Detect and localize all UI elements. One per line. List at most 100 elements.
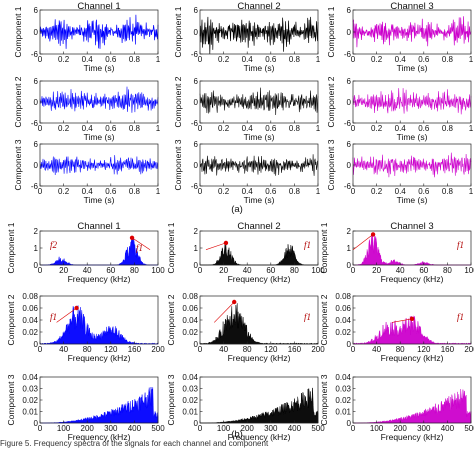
spectrum-ch2-comp2-xtick-label: 120 [264,345,278,354]
time-plot-ch3-comp2-signal [352,88,472,115]
time-plot-ch1-comp2-signal [39,86,159,113]
time-plot-ch2-comp3-ytick-label: -6 [191,182,199,191]
time-plot-ch3-comp2-xlabel: Time (s) [397,132,428,142]
time-plot-ch1-comp2-xtick-label: 0.8 [129,124,141,133]
time-plot-ch3-comp3-ytick-label: -6 [344,182,352,191]
time-plot-ch1-comp1-xtick-label: 0.2 [58,55,70,64]
time-plot-ch2-comp1-xtick-label: 0.6 [265,55,277,64]
spectrum-ch3-comp2-xtick-label: 200 [464,345,474,354]
time-plot-ch3-comp3-signal [352,152,472,178]
spectrum-ch2-comp2-ytick-label: 0 [194,340,199,349]
spectrum-ch3-comp1-xtick-label: 80 [443,266,452,275]
spectrum-ch3-comp3-ytick-label: 0.04 [335,373,351,382]
spectrum-ch3-comp1-xtick-label: 100 [464,266,474,275]
spectrum-ch2-comp3-xtick-label: 300 [264,424,278,433]
time-plot-ch3-comp1-xtick-label: 0.2 [371,55,383,64]
time-plot-ch2-comp3-ytick-label: 6 [194,140,199,149]
spectrum-ch1-comp3-ytick-label: 0 [34,419,39,428]
time-plot-ch1-comp3-xtick-label: 0.8 [129,187,141,196]
time-plot-ch3-comp1-xtick-label: 0.8 [442,55,454,64]
spectrum-ch2-comp2-xtick-label: 80 [243,345,252,354]
time-plot-ch1-comp1-xtick-label: 0.4 [82,55,94,64]
time-plot-ch3-comp1-xtick-label: 1 [469,55,474,64]
panel-b-label: (b) [231,429,243,440]
time-plot-ch1-comp2-xtick-label: 0.4 [82,124,94,133]
time-plot-ch2-comp2-xtick-label: 0.6 [265,124,277,133]
spectrum-ch2-comp2-ytick-label: 0.02 [182,328,198,337]
spectrum-ch1-comp3-xtick-label: 500 [151,424,165,433]
time-plot-ch3-comp2-ytick-label: -6 [344,119,352,128]
time-plot-ch3-comp2-xtick-label: 0.4 [395,124,407,133]
spectrum-ch3-comp2-ylabel: Component 2 [319,294,329,345]
spectrum-ch3-comp2-spectrum [352,315,472,345]
spectrum-ch1-comp1-ytick-label: 2 [34,227,39,236]
spectrum-ch2-comp3-xtick-label: 400 [288,424,302,433]
spectrum-ch3-comp2-xtick-label: 40 [372,345,381,354]
time-plot-ch2-comp2-xtick-label: 0 [198,124,203,133]
spectrum-ch2-comp3-xtick-label: 0 [198,424,203,433]
time-plot-ch3-comp1-ylabel: Component 1 [326,6,336,57]
time-plot-ch3-comp3-xtick-label: 0.2 [371,187,383,196]
spectrum-ch3-comp3-xtick-label: 0 [351,424,356,433]
spectrum-ch2-comp2-ytick-label: 0.04 [182,316,198,325]
spectrum-ch2-comp3-ytick-label: 0.03 [182,384,198,393]
time-plot-ch1-comp3-ytick-label: 0 [34,161,39,170]
spectrum-ch3-comp2-ytick-label: 0.02 [335,328,351,337]
time-plot-ch3-comp3-ylabel: Component 3 [326,139,336,190]
figure-caption: Figure 5. Frequency spectra of the signa… [0,439,269,448]
time-plot-ch2-comp3-xtick-label: 0.6 [265,187,277,196]
spectrum-ch3-comp3-ytick-label: 0.02 [335,396,351,405]
time-plot-ch3-comp3-xtick-label: 0 [351,187,356,196]
spectrum-ch2-comp3-ytick-label: 0 [194,419,199,428]
time-plot-ch2-comp3-xtick-label: 0 [198,187,203,196]
time-plot-ch3-comp2-xtick-label: 0.6 [418,124,430,133]
spectrum-ch3-comp3-xtick-label: 200 [394,424,408,433]
spectrum-ch3-comp3-ytick-label: 0 [347,419,352,428]
spectrum-ch2-comp1-ytick-label: 1 [194,244,199,253]
spectrum-ch2-comp1-xtick-label: 60 [266,266,275,275]
time-plot-ch2-comp3-signal [199,154,319,176]
spectrum-ch3-comp1-annotation-label: f1 [457,240,464,250]
time-plot-ch3-comp2-ytick-label: 0 [347,98,352,107]
spectrum-ch1-comp3-ylabel: Component 3 [6,374,16,425]
spectrum-ch2-comp2-ytick-label: 0.08 [182,292,198,301]
spectrum-ch2-comp3-ytick-label: 0.01 [182,407,198,416]
spectrum-ch3-comp3-xtick-label: 300 [417,424,431,433]
spectrum-ch2-comp3-xtick-label: 200 [241,424,255,433]
time-plot-ch2-comp1-ytick-label: 6 [194,6,199,15]
time-plot-ch1-comp2-xlabel: Time (s) [84,132,115,142]
panel-b-title-ch2: Channel 2 [237,221,280,232]
spectrum-ch2-comp2-xtick-label: 200 [311,345,325,354]
time-plot-ch1-comp1-xtick-label: 1 [156,55,161,64]
spectrum-ch3-comp1-xtick-label: 0 [351,266,356,275]
time-plot-ch3-comp1-signal [352,16,472,48]
spectrum-ch3-comp3-ylabel: Component 3 [319,374,329,425]
time-plot-ch2-comp2-xtick-label: 0.2 [218,124,230,133]
time-plot-ch2-comp2-ytick-label: 0 [194,98,199,107]
time-plot-ch2-comp3-xtick-label: 0.2 [218,187,230,196]
spectrum-ch3-comp2-annotation-arrow [391,318,413,323]
time-plot-ch2-comp3-ylabel: Component 3 [173,139,183,190]
time-plot-ch1-comp3-xlabel: Time (s) [84,195,115,205]
time-plot-ch1-comp1-ytick-label: 6 [34,6,39,15]
spectrum-ch2-comp2-xtick-label: 40 [219,345,228,354]
time-plot-ch3-comp2-xtick-label: 0 [351,124,356,133]
spectrum-ch2-comp1-annotation-label: f1 [304,240,311,250]
time-plot-ch3-comp2-xtick-label: 0.2 [371,124,383,133]
spectrum-ch3-comp2-ytick-label: 0.08 [335,292,351,301]
time-plot-ch1-comp1-xlabel: Time (s) [84,63,115,73]
spectrum-ch3-comp2-xtick-label: 0 [351,345,356,354]
time-plot-ch2-comp2-xtick-label: 0.4 [242,124,254,133]
time-plot-ch1-comp2-xtick-label: 0.2 [58,124,70,133]
panel-b-title-ch1: Channel 1 [77,221,120,232]
time-plot-ch1-comp2-ytick-label: 0 [34,98,39,107]
spectrum-ch2-comp2-xtick-label: 0 [198,345,203,354]
spectrum-ch3-comp2-xtick-label: 160 [441,345,455,354]
spectrum-ch1-comp2-ytick-label: 0.04 [22,316,38,325]
spectrum-ch2-comp3-ytick-label: 0.02 [182,396,198,405]
time-plot-ch3-comp3-xtick-label: 0.6 [418,187,430,196]
time-plot-ch1-comp2-ytick-label: -6 [31,119,39,128]
spectrum-ch2-comp2-axes [199,295,319,345]
time-plot-ch3-comp1-xlabel: Time (s) [397,63,428,73]
